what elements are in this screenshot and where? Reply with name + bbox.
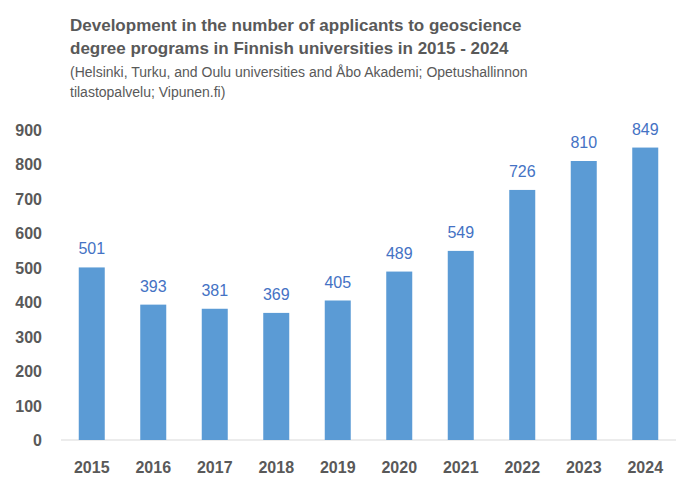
x-tick-label: 2021 (443, 459, 479, 476)
x-tick-label: 2017 (197, 459, 233, 476)
data-label: 405 (324, 274, 351, 291)
bar (140, 305, 166, 440)
data-label: 489 (386, 245, 413, 262)
page: {"chart_data": {"type": "bar", "title": … (0, 0, 691, 489)
bar (509, 190, 535, 440)
x-tick-label: 2015 (74, 459, 110, 476)
data-label: 849 (632, 121, 659, 138)
data-label: 810 (570, 134, 597, 151)
x-tick-label: 2019 (320, 459, 356, 476)
bar (325, 301, 351, 441)
y-tick-label: 300 (15, 329, 42, 346)
y-tick-label: 500 (15, 260, 42, 277)
title: Development in the number of applicants … (70, 14, 570, 60)
y-tick-label: 700 (15, 191, 42, 208)
y-tick-label: 600 (15, 225, 42, 242)
y-tick-label: 900 (15, 122, 42, 139)
bar (386, 272, 412, 440)
data-label: 393 (140, 278, 167, 295)
bar (571, 161, 597, 440)
bar (632, 148, 658, 440)
chart: 0 100 200 300 400 500 600 700 800 900 501 393 381 369… (0, 0, 691, 489)
data-label: 549 (447, 224, 474, 241)
data-label: 381 (201, 282, 228, 299)
y-tick-label: 200 (15, 363, 42, 380)
bar (202, 309, 228, 440)
y-tick-label: 100 (15, 398, 42, 415)
x-tick-label: 2020 (381, 459, 417, 476)
x-tick-label: 2024 (627, 459, 663, 476)
y-tick-label: 800 (15, 156, 42, 173)
x-tick-label: 2018 (258, 459, 294, 476)
x-tick-label: 2023 (566, 459, 602, 476)
subtitle: (Helsinki, Turku, and Oulu universities … (70, 62, 590, 102)
bars (79, 148, 659, 440)
data-label: 726 (509, 163, 536, 180)
bar (448, 251, 474, 440)
data-label: 369 (263, 286, 290, 303)
data-label: 501 (78, 240, 105, 257)
y-tick-label: 0 (33, 432, 42, 449)
bar (79, 267, 105, 440)
x-tick-label: 2016 (135, 459, 171, 476)
x-tick-label: 2022 (504, 459, 540, 476)
y-tick-label: 400 (15, 294, 42, 311)
bar (263, 313, 289, 440)
